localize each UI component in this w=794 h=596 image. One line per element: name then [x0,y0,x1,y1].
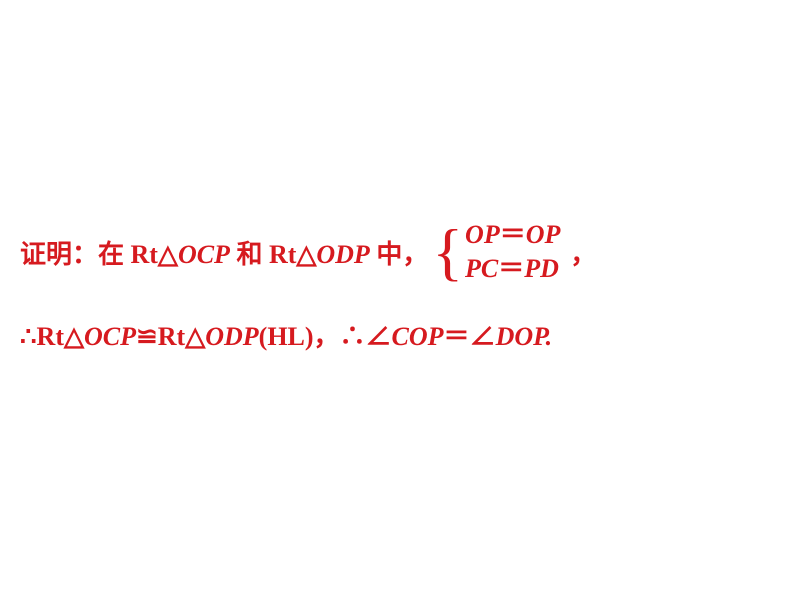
proof-block: 证明：在 Rt△OCP 和 Rt△ODP 中， { OP＝OP PC＝PD ， … [20,218,774,353]
equation-stack: OP＝OP PC＝PD [465,218,560,286]
rt-2: Rt△ [158,322,205,351]
eq1-sign: ＝ [500,220,526,249]
mid-2: 中， [370,240,429,269]
hl-part: (HL)，∴∠ [259,322,392,351]
left-brace: { [432,220,463,284]
line-1-text: 证明：在 Rt△OCP 和 Rt△ODP 中， [20,234,428,271]
angle-sym-2: ∠ [470,322,496,351]
congruent: ≌ [136,322,158,351]
eq2-sign: ＝ [498,254,524,283]
ocp: OCP [84,322,136,351]
eq1-right: OP [526,220,561,249]
angle-dop: DOP [496,322,546,351]
eq1-left: OP [465,220,500,249]
equation-1: OP＝OP [465,218,560,252]
mid-1: 和 Rt△ [230,240,316,269]
equation-2: PC＝PD [465,252,560,286]
odp: ODP [205,322,258,351]
line-1: 证明：在 Rt△OCP 和 Rt△ODP 中， { OP＝OP PC＝PD ， [20,218,774,286]
triangle-2: ODP [316,240,369,269]
brace-group: { OP＝OP PC＝PD [432,218,560,286]
therefore-1: ∴Rt△ [20,322,84,351]
line-2: ∴Rt△OCP≌Rt△ODP(HL)，∴∠COP＝∠DOP. [20,316,774,353]
triangle-1: OCP [178,240,230,269]
prefix: 证明：在 Rt△ [20,240,178,269]
angle-cop: COP [392,322,444,351]
equals-2: ＝ [444,322,470,351]
trailing-comma: ， [570,234,596,271]
eq2-left: PC [465,254,498,283]
eq2-right: PD [524,254,559,283]
period: . [546,322,553,351]
